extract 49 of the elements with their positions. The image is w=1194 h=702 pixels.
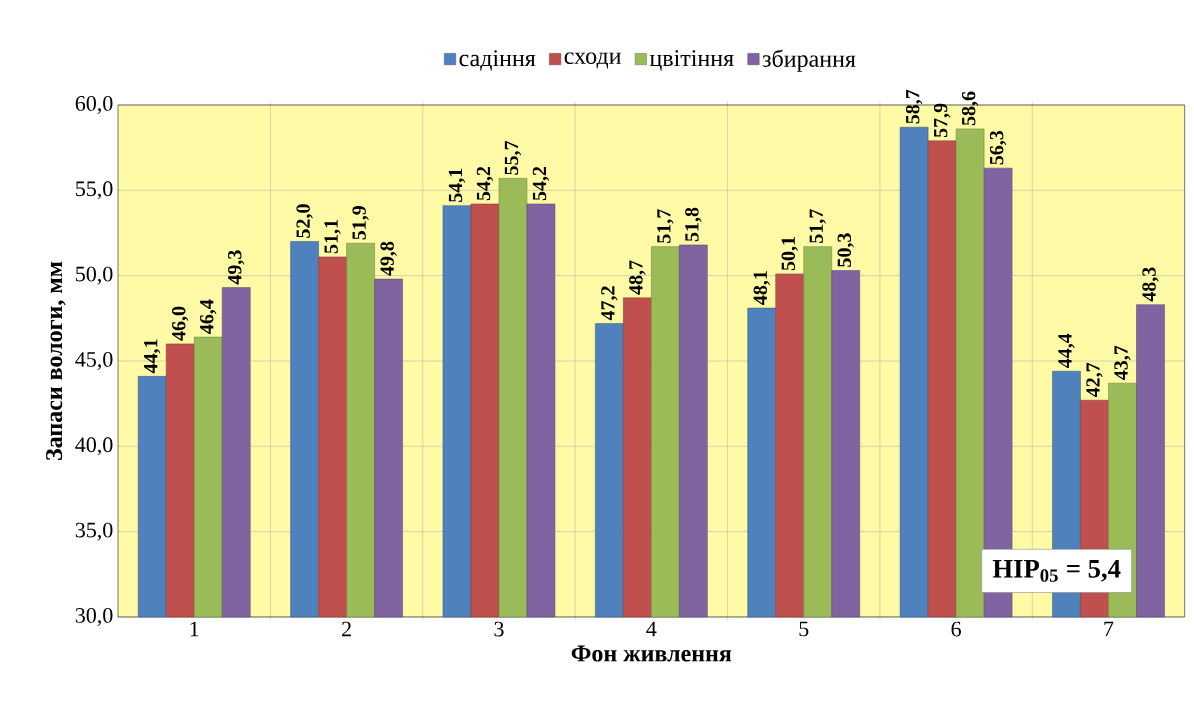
data-label: 49,8	[380, 241, 397, 276]
x-tick-label: 2	[342, 621, 351, 637]
data-label: 55,7	[504, 140, 522, 175]
x-axis-title: Фон живлення	[571, 645, 732, 662]
data-label: 51,7	[657, 209, 674, 243]
legend-label: сходи	[564, 52, 621, 69]
legend-label: збирання	[762, 49, 856, 72]
y-tick-label: 30,0	[75, 607, 113, 626]
data-label: 54,2	[476, 166, 494, 201]
data-label: 50,1	[781, 237, 798, 271]
data-label: 44,1	[144, 339, 161, 374]
x-tick-label: 4	[646, 621, 657, 637]
data-label: 51,1	[324, 219, 341, 254]
y-tick-label: 35,0	[75, 522, 113, 541]
data-label: 51,7	[809, 209, 826, 243]
y-axis-title: Запаси вологи, мм	[46, 261, 66, 460]
data-label: 46,4	[200, 299, 217, 334]
data-label: 56,3	[989, 130, 1007, 165]
data-label: 54,1	[448, 168, 466, 202]
data-label: 51,9	[352, 206, 369, 240]
x-tick-label: 5	[799, 621, 809, 637]
data-label: 57,9	[933, 103, 951, 138]
x-tick-label: 3	[494, 621, 504, 637]
legend-label: садіння	[459, 50, 536, 71]
data-label: 48,1	[753, 271, 770, 305]
data-label: 46,0	[172, 306, 189, 341]
data-label: 58,7	[905, 89, 923, 124]
legend-label: цвітіння	[649, 50, 734, 71]
data-label: 47,2	[601, 286, 618, 321]
y-tick-label: 50,0	[76, 266, 113, 285]
data-label: 42,7	[1086, 362, 1103, 398]
data-label: 43,7	[1114, 345, 1131, 380]
y-tick-label: 45,0	[75, 351, 113, 370]
y-tick-label: 60,0	[75, 95, 113, 114]
x-tick-label: 7	[1104, 621, 1114, 637]
annotation: НІР$_{05}$ = 5,4	[992, 559, 1121, 582]
y-tick-label: 55,0	[76, 181, 113, 200]
data-label: 54,2	[532, 166, 550, 201]
y-tick-label: 40,0	[75, 437, 113, 456]
x-tick-label: 6	[951, 621, 961, 637]
data-label: 49,3	[228, 250, 245, 285]
data-label: 44,4	[1058, 333, 1075, 369]
data-label: 52,0	[296, 204, 313, 238]
data-label: 48,7	[629, 260, 646, 295]
data-label: 51,8	[685, 207, 702, 242]
data-label: 50,3	[837, 233, 854, 267]
data-label: 48,3	[1142, 267, 1159, 302]
x-tick-label: 1	[190, 621, 199, 637]
data-label: 58,6	[961, 91, 979, 126]
